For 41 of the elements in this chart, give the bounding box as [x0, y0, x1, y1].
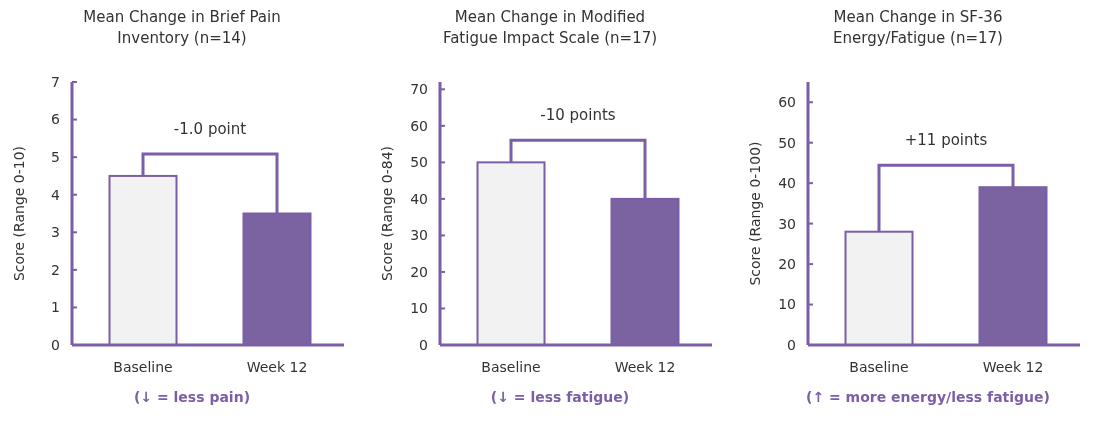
- chart-title: Mean Change in SF-36 Energy/Fatigue (n=17): [833, 8, 1003, 47]
- y-tick-label: 20: [410, 263, 428, 280]
- y-tick-label: 40: [410, 190, 428, 207]
- y-tick-label: 60: [410, 117, 428, 134]
- x-tick-label: Baseline: [481, 359, 541, 375]
- y-tick-label: 50: [778, 134, 796, 151]
- annotation: +11 points: [904, 131, 988, 150]
- y-tick-label: 10: [410, 300, 428, 317]
- annotation: -1.0 point: [173, 119, 247, 138]
- y-axis-title: Score (Range 0-100): [747, 141, 763, 286]
- x-tick-label: Week 12: [982, 359, 1044, 375]
- y-tick-label: 7: [51, 73, 60, 90]
- y-tick-label: 30: [410, 227, 428, 244]
- x-tick-label: Week 12: [614, 359, 676, 375]
- y-tick-label: 4: [51, 186, 61, 203]
- y-tick-label: 0: [419, 336, 428, 353]
- text: (↓ = less pain): [133, 389, 251, 405]
- chart-title: Mean Change in Modified Fatigue Impact Scale (n=17): [442, 8, 658, 47]
- chart-title: Mean Change in Brief Pain Inventory (n=14): [83, 8, 281, 47]
- y-tick-label: 6: [51, 111, 61, 128]
- y-tick-label: 20: [778, 255, 796, 272]
- text: (↑ = more energy/less fatigue): [806, 389, 1050, 405]
- text: (↓ = less fatigue): [490, 389, 630, 405]
- y-tick-label: 40: [778, 175, 796, 192]
- y-tick-label: 60: [778, 94, 796, 111]
- y-axis-title: Score (Range 0-10): [11, 145, 27, 282]
- x-tick-label: Baseline: [113, 359, 173, 375]
- y-tick-label: 10: [778, 296, 796, 313]
- y-tick-label: 3: [51, 224, 60, 241]
- y-tick-label: 2: [51, 261, 60, 278]
- y-tick-label: 1: [51, 299, 60, 316]
- y-tick-label: 5: [51, 149, 60, 166]
- y-tick-label: 30: [778, 215, 796, 232]
- y-tick-label: 50: [410, 154, 428, 171]
- x-tick-label: Week 12: [246, 359, 308, 375]
- y-tick-label: 0: [787, 336, 796, 353]
- x-tick-label: Baseline: [849, 359, 909, 375]
- y-tick-label: 70: [410, 81, 428, 98]
- y-axis-title: Score (Range 0-84): [379, 145, 395, 282]
- y-tick-label: 0: [51, 336, 60, 353]
- annotation: -10 points: [540, 106, 616, 125]
